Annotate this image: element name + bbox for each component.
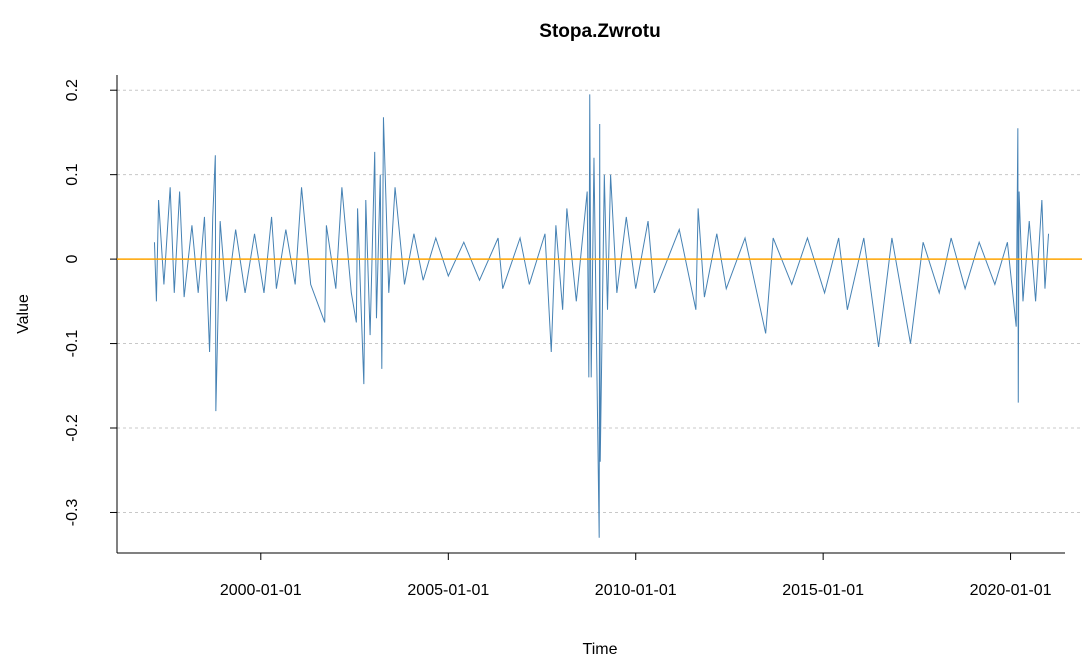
y-tick-label: -0.3 bbox=[64, 499, 81, 527]
y-axis-label: Value bbox=[15, 294, 32, 334]
x-tick-label: 2010-01-01 bbox=[595, 582, 677, 599]
x-axis-label: Time bbox=[583, 641, 618, 658]
y-tick-label: -0.2 bbox=[64, 414, 81, 442]
y-tick-label: 0.1 bbox=[64, 163, 81, 185]
chart-title: Stopa.Zwrotu bbox=[539, 21, 660, 42]
y-tick-label: -0.1 bbox=[64, 330, 81, 358]
x-tick-label: 2005-01-01 bbox=[407, 582, 489, 599]
y-tick-label: 0 bbox=[64, 255, 81, 264]
x-tick-label: 2000-01-01 bbox=[220, 582, 302, 599]
y-tick-label: 0.2 bbox=[64, 79, 81, 101]
x-tick-label: 2015-01-01 bbox=[782, 582, 864, 599]
series-line bbox=[153, 94, 1050, 538]
x-tick-label: 2020-01-01 bbox=[970, 582, 1052, 599]
